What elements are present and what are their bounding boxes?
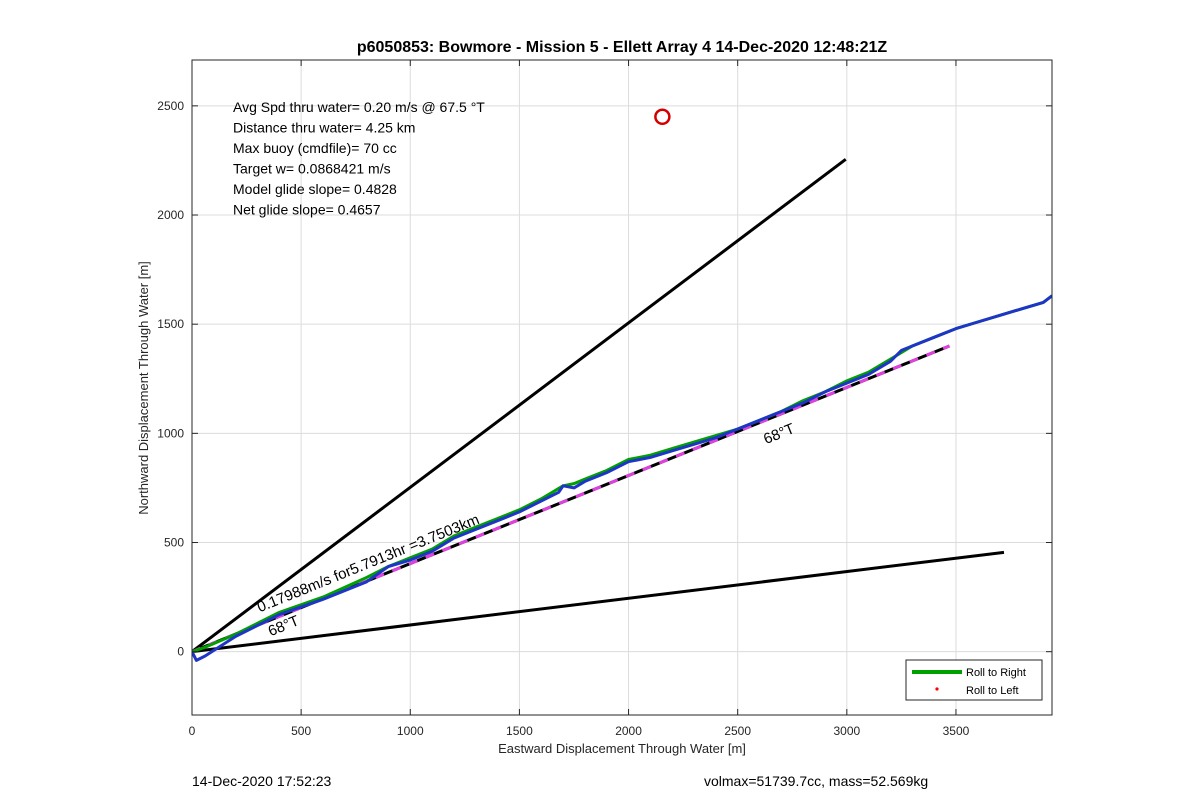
stats-line: Max buoy (cmdfile)= 70 cc <box>233 140 397 156</box>
stats-line: Avg Spd thru water= 0.20 m/s @ 67.5 °T <box>233 99 485 115</box>
plot-series-group <box>192 108 1052 662</box>
y-tick-label: 2500 <box>157 99 184 113</box>
stats-line: Model glide slope= 0.4828 <box>233 181 397 197</box>
x-tick-label: 1500 <box>506 724 533 738</box>
stats-line: Target w= 0.0868421 m/s <box>233 161 391 177</box>
legend: Roll to Right Roll to Left <box>905 659 1043 701</box>
stats-line: Net glide slope= 0.4657 <box>233 202 381 218</box>
y-tick-label: 0 <box>177 645 184 659</box>
y-axis-ticks: 0 500 1000 1500 2000 2500 <box>157 99 1052 659</box>
y-tick-label: 1500 <box>157 317 184 331</box>
footer-vol-mass: volmax=51739.7cc, mass=52.569kg <box>704 773 929 789</box>
y-tick-label: 1000 <box>157 426 184 440</box>
axes-box <box>191 59 1053 716</box>
x-tick-label: 500 <box>291 724 311 738</box>
x-tick-label: 2000 <box>615 724 642 738</box>
grid-lines <box>191 60 1052 715</box>
legend-label-roll-left: Roll to Left <box>966 685 1019 697</box>
chart-title: p6050853: Bowmore - Mission 5 - Ellett A… <box>357 39 888 56</box>
x-tick-label: 2500 <box>724 724 751 738</box>
x-tick-label: 3000 <box>833 724 860 738</box>
stats-line: Distance thru water= 4.25 km <box>233 120 415 136</box>
x-axis-label: Eastward Displacement Through Water [m] <box>498 741 746 756</box>
x-tick-label: 0 <box>189 724 196 738</box>
x-axis-ticks: 0 500 1000 1500 2000 2500 3000 3500 <box>189 60 970 738</box>
legend-box <box>905 659 1043 701</box>
plot-area-background <box>192 60 1052 715</box>
x-tick-label: 3500 <box>943 724 970 738</box>
y-tick-label: 2000 <box>157 208 184 222</box>
glide-envelope-line-1 <box>192 550 1005 654</box>
glide-envelope-line-0 <box>192 158 847 653</box>
y-tick-label: 500 <box>164 536 184 550</box>
track-dive <box>192 294 1052 662</box>
y-axis-label: Northward Displacement Through Water [m] <box>136 261 151 515</box>
stats-text-block: Avg Spd thru water= 0.20 m/s @ 67.5 °T Di… <box>233 99 485 218</box>
target-marker <box>654 108 671 126</box>
x-tick-label: 1000 <box>397 724 424 738</box>
footer-timestamp: 14-Dec-2020 17:52:23 <box>192 773 332 789</box>
legend-swatch-roll-left <box>935 687 939 691</box>
legend-label-roll-right: Roll to Right <box>966 667 1026 679</box>
